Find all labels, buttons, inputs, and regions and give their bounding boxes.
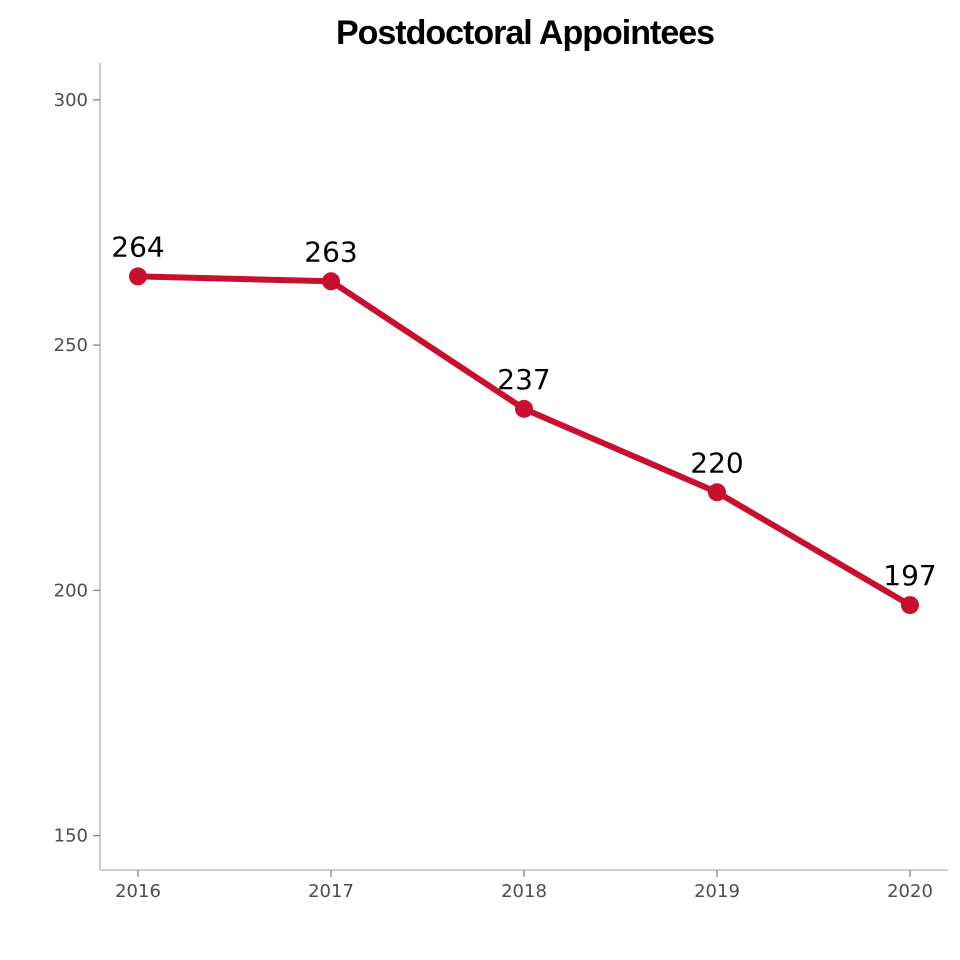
x-tick-label: 2018 (501, 881, 547, 902)
data-label: 220 (690, 446, 743, 479)
data-point (708, 483, 726, 502)
chart-title: Postdoctoral Appointees (336, 14, 714, 52)
data-point (129, 267, 147, 286)
series-group (135, 273, 913, 609)
data-point (901, 596, 919, 615)
series-line (135, 273, 913, 609)
data-point (515, 399, 533, 418)
data-labels-group: 264 263 237 220 197 (111, 230, 936, 592)
data-point (322, 272, 340, 291)
x-tick-label: 2019 (694, 881, 740, 902)
data-label: 264 (111, 230, 164, 263)
y-tick-label: 300 (54, 90, 88, 111)
axes (99, 63, 948, 871)
y-tick-label: 250 (54, 335, 88, 356)
x-tick-label: 2017 (308, 881, 354, 902)
x-tick-label: 2020 (887, 881, 933, 902)
y-ticks: 150 200 250 300 (54, 90, 100, 847)
data-label: 237 (497, 363, 550, 396)
y-tick-label: 150 (54, 826, 88, 847)
data-label: 197 (883, 559, 936, 592)
x-tick-label: 2016 (115, 881, 161, 902)
points-group (129, 267, 919, 615)
x-ticks: 2016 2017 2018 2019 2020 (115, 870, 933, 902)
y-tick-label: 200 (54, 580, 88, 601)
data-label: 263 (304, 235, 357, 268)
